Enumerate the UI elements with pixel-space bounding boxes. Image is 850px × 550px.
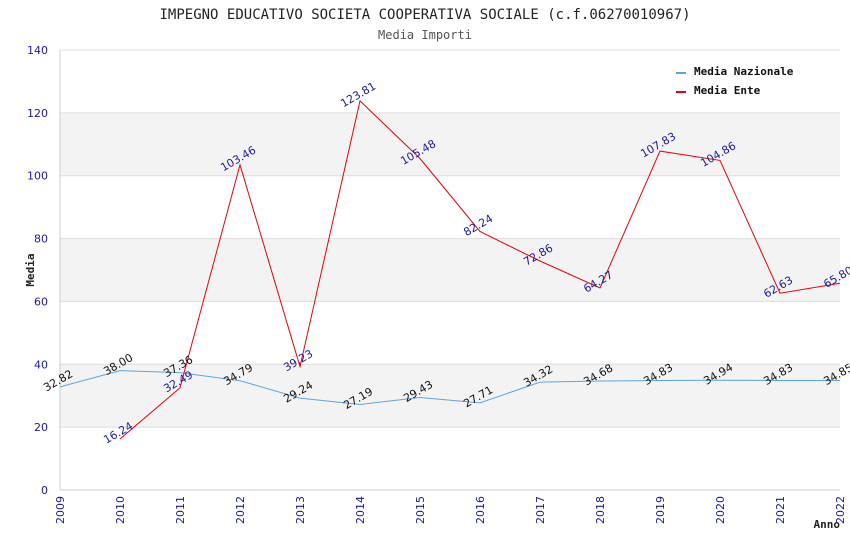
x-tick-label: 2015 xyxy=(414,496,427,524)
y-tick-label: 140 xyxy=(27,44,48,57)
x-tick-label: 2014 xyxy=(354,496,367,524)
y-tick-label: 100 xyxy=(27,170,48,183)
y-tick-label: 40 xyxy=(34,358,48,371)
x-tick-label: 2009 xyxy=(54,496,67,524)
x-tick-label: 2021 xyxy=(774,496,787,524)
series-lines xyxy=(59,99,841,440)
x-axis-label: Anno xyxy=(814,518,841,531)
chart-subtitle: Media Importi xyxy=(378,28,472,42)
y-tick-labels: 0 20 40 60 80 100 120 140 xyxy=(27,44,48,497)
series-line-ente xyxy=(119,99,841,440)
y-axis-label: Media xyxy=(24,253,37,286)
data-label: 82.24 xyxy=(461,212,495,239)
y-tick-label: 120 xyxy=(27,107,48,120)
y-tick-label: 60 xyxy=(34,295,48,308)
y-tick-label: 20 xyxy=(34,421,48,434)
x-tick-label: 2012 xyxy=(234,496,247,524)
x-tick-label: 2011 xyxy=(174,496,187,524)
x-tick-label: 2017 xyxy=(534,496,547,524)
x-tick-label: 2010 xyxy=(114,496,127,524)
x-tick-label: 2016 xyxy=(474,496,487,524)
grid-band xyxy=(60,238,840,302)
legend-label-ente: Media Ente xyxy=(694,84,761,97)
y-tick-label: 0 xyxy=(41,484,48,497)
grid-bands xyxy=(60,112,840,428)
x-tick-labels: 2009 2010 2011 2012 2013 2014 2015 2016 2017 2018… xyxy=(54,496,847,524)
x-tick-label: 2019 xyxy=(654,496,667,524)
y-tick-label: 80 xyxy=(34,233,48,246)
x-tick-label: 2022 xyxy=(834,496,847,524)
grid-band xyxy=(60,112,840,176)
grid-band xyxy=(60,364,840,428)
axes xyxy=(59,50,840,491)
chart-title: IMPEGNO EDUCATIVO SOCIETA COOPERATIVA SO… xyxy=(159,7,690,23)
x-tick-label: 2013 xyxy=(294,496,307,524)
x-tick-label: 2020 xyxy=(714,496,727,524)
x-tick-label: 2018 xyxy=(594,496,607,524)
data-label: 123.81 xyxy=(338,80,378,111)
legend-label-nazionale: Media Nazionale xyxy=(694,65,794,78)
series-line-nazionale xyxy=(59,370,840,406)
grid-lines xyxy=(60,49,840,428)
legend: Media Nazionale Media Ente xyxy=(676,65,794,97)
